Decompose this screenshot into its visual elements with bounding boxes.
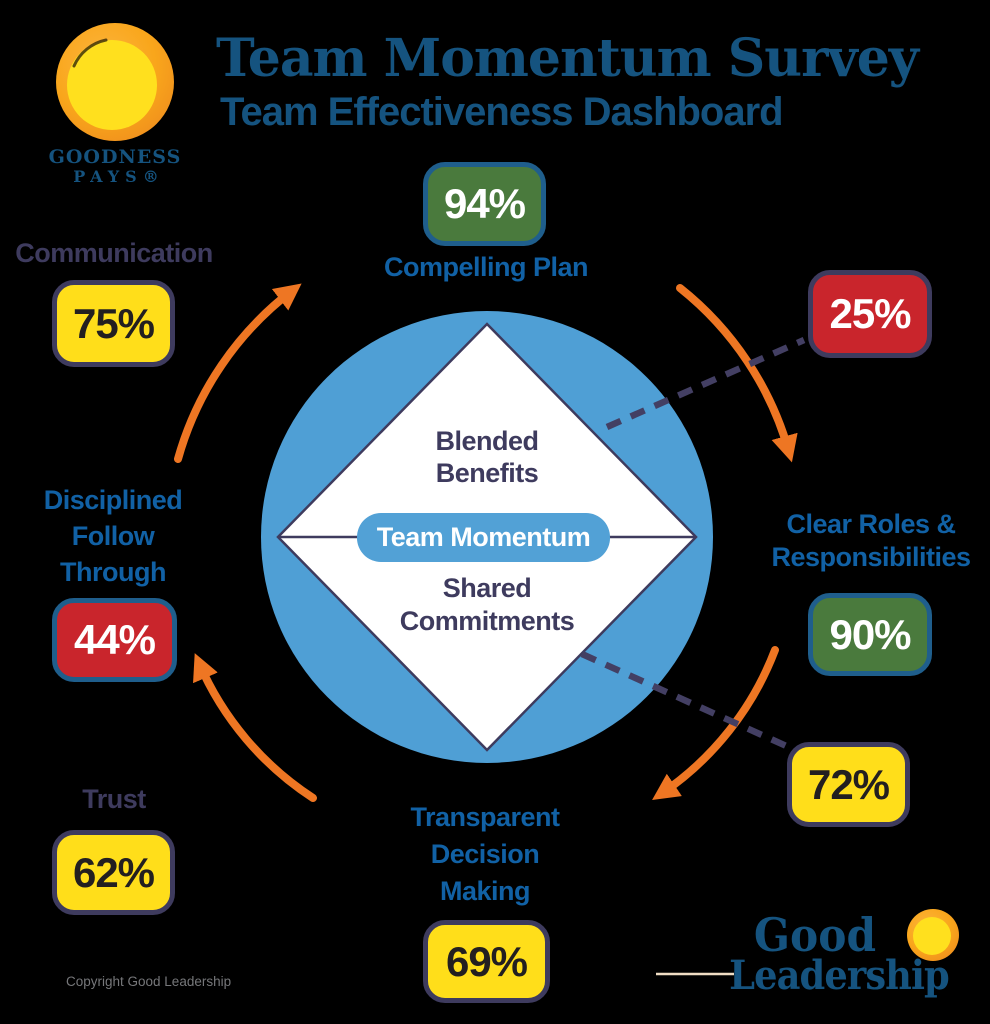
page-subtitle: Team Effectiveness Dashboard: [220, 90, 784, 134]
score-badge-disciplined-follow-through: 44%: [52, 598, 177, 682]
label-clear-roles-responsibilities: Clear Roles & Responsibilities: [771, 509, 971, 572]
score-badge-clear-roles: 90%: [808, 593, 932, 676]
copyright-text: Copyright Good Leadership: [66, 974, 232, 989]
diamond-text-blended-benefits: Blended Benefits: [435, 426, 539, 488]
label-compelling-plan: Compelling Plan: [383, 252, 589, 282]
label-disciplined-follow-through: Disciplined Follow Through: [43, 485, 183, 587]
goodness-pays-sun-icon: [56, 23, 174, 141]
score-badge-communication: 75%: [52, 280, 175, 367]
arrow-top-right: [676, 284, 798, 463]
good-leadership-sun-icon: [907, 909, 959, 961]
team-momentum-pill: [357, 513, 610, 562]
good-leadership-wordmark-line2: Leadership: [729, 952, 950, 999]
dashed-connector-shared-commitments: [580, 651, 795, 752]
goodness-pays-wordmark-line1: GOODNESS: [48, 146, 182, 168]
good-leadership-wordmark-line1: Good: [753, 908, 877, 962]
label-transparent-decision-making: Transparent Decision Making: [410, 802, 560, 906]
page-title: Team Momentum Survey: [216, 28, 919, 89]
arrow-bottom-left: [193, 653, 317, 802]
score-badge-blended-benefits: 25%: [808, 270, 932, 358]
label-communication: Communication: [15, 238, 213, 268]
team-momentum-pill-label: Team Momentum: [376, 522, 591, 552]
arrow-top-left: [174, 283, 302, 463]
score-badge-trust: 62%: [52, 830, 175, 915]
diamond-text-shared-commitments: Shared Commitments: [399, 573, 575, 636]
dashed-connector-blended-benefits: [605, 337, 806, 430]
goodness-pays-wordmark-line2: PAYS®: [73, 167, 165, 186]
score-badge-compelling-plan: 94%: [423, 162, 546, 246]
arrow-bottom-right: [652, 646, 779, 801]
score-badge-shared-commitments: 72%: [787, 742, 910, 827]
score-badge-transparent-decision-making: 69%: [423, 920, 550, 1003]
label-trust: Trust: [82, 784, 146, 814]
